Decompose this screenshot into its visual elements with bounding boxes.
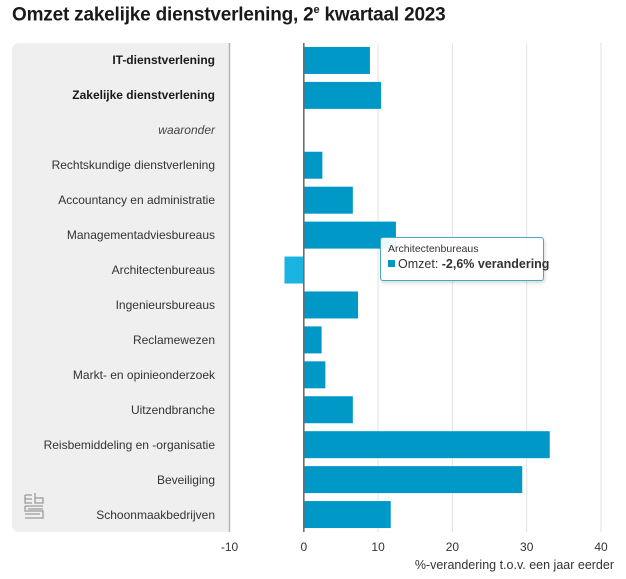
bar[interactable]	[303, 501, 391, 529]
category-label: Reclamewezen	[132, 332, 215, 347]
bar[interactable]	[303, 151, 323, 179]
category-label: Uitzendbranche	[130, 402, 215, 417]
bar[interactable]	[303, 81, 382, 109]
x-tick-label: 20	[446, 540, 460, 554]
category-label: Managementadviesbureaus	[66, 228, 215, 243]
category-label: Schoonmaakbedrijven	[96, 507, 215, 522]
tooltip-colon: :	[434, 257, 442, 271]
tooltip-value: -2,6% verandering	[441, 257, 550, 271]
bar[interactable]	[303, 396, 353, 424]
category-label-panel	[12, 43, 229, 532]
category-label: Zakelijke dienstverlening	[72, 88, 215, 103]
bar[interactable]	[303, 431, 550, 459]
tooltip-series: Omzet	[398, 257, 435, 271]
tooltip-category: Architectenbureaus	[388, 243, 479, 255]
series-swatch-icon	[388, 260, 395, 267]
category-label: Markt- en opinieonderzoek	[72, 367, 215, 382]
category-label: Accountancy en administratie	[58, 193, 215, 208]
category-label: IT-dienstverlening	[112, 53, 215, 68]
bar[interactable]	[303, 361, 326, 389]
x-tick-label: 10	[371, 540, 385, 554]
category-label: Reisbemiddeling en -organisatie	[43, 437, 215, 452]
title-superscript: e	[313, 4, 320, 16]
x-tick-label: 30	[520, 540, 534, 554]
x-tick-label: 40	[594, 540, 608, 554]
bar[interactable]	[284, 256, 304, 284]
title-main: Omzet zakelijke dienstverlening, 2	[12, 4, 314, 26]
category-label: Architectenbureaus	[111, 263, 215, 278]
x-axis-title: %-verandering t.o.v. een jaar eerder	[414, 558, 614, 572]
bar[interactable]	[303, 46, 370, 74]
category-label: Rechtskundige dienstverlening	[51, 158, 215, 173]
bar[interactable]	[303, 326, 322, 354]
title-rest: kwartaal 2023	[319, 4, 446, 26]
bar[interactable]	[303, 466, 523, 494]
chart-title: Omzet zakelijke dienstverlening, 2e kwar…	[12, 4, 446, 26]
category-label: Beveiliging	[156, 472, 215, 487]
tooltip-line: Omzet: -2,6% verandering	[388, 257, 549, 271]
cbs-logo-icon	[24, 493, 44, 519]
category-label: Ingenieursbureaus	[115, 297, 215, 312]
bar[interactable]	[303, 186, 353, 214]
x-tick-label: -10	[221, 540, 239, 554]
x-tick-label: 0	[300, 540, 307, 554]
category-label: waaronder	[158, 123, 215, 138]
bar[interactable]	[303, 291, 359, 319]
tooltip: Architectenbureaus Omzet: -2,6% verander…	[380, 237, 549, 281]
